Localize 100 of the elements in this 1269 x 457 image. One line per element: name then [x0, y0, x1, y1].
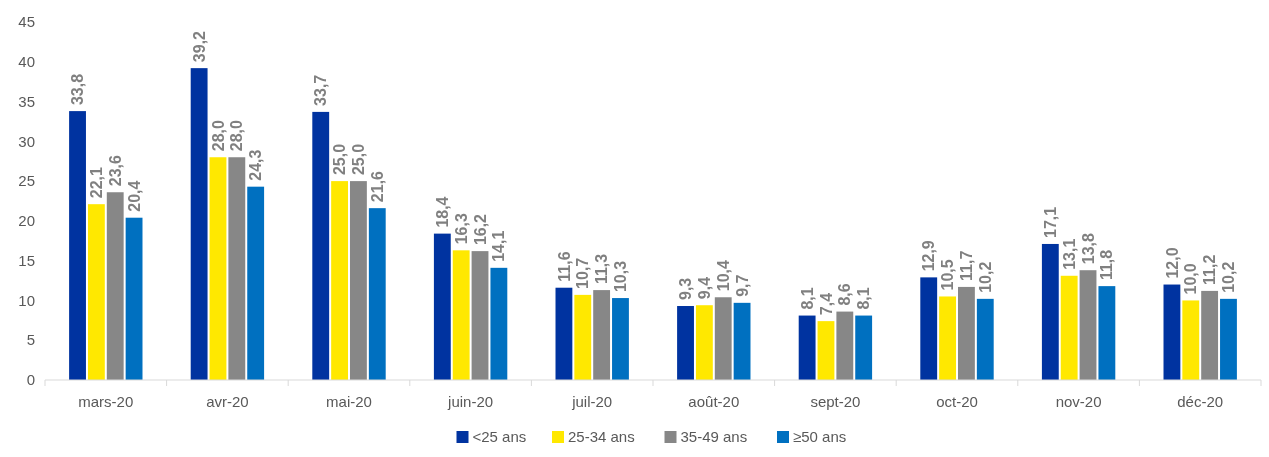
data-label: 12,9	[920, 240, 938, 272]
bar	[677, 306, 694, 380]
data-label: 10,5	[939, 259, 957, 291]
data-label: 10,3	[612, 260, 630, 293]
bar	[976, 298, 994, 380]
data-label: 25,0	[350, 143, 368, 176]
data-label: 33,7	[312, 74, 330, 106]
bar	[106, 192, 124, 380]
data-label: 14,1	[490, 230, 508, 262]
y-tick-label: 20	[18, 212, 35, 230]
data-label: 23,6	[106, 155, 124, 187]
bar	[433, 233, 451, 380]
bar	[331, 181, 348, 380]
legend-label: 35-49 ans	[680, 428, 748, 446]
data-label: 10,2	[976, 261, 994, 293]
bar	[1182, 300, 1200, 380]
y-tick-label: 35	[18, 92, 35, 110]
data-label: 9,7	[733, 274, 751, 297]
data-label: 21,6	[368, 170, 386, 203]
data-label: 25,0	[331, 143, 349, 176]
data-label: 18,4	[433, 196, 451, 228]
y-tick-label: 45	[18, 13, 35, 31]
data-label: 17,1	[1041, 206, 1059, 238]
bar	[574, 294, 592, 380]
x-tick-label: mars-20	[78, 393, 134, 410]
data-label: 8,1	[855, 287, 873, 310]
data-label: 39,2	[190, 30, 208, 63]
bar	[228, 157, 246, 380]
bar	[190, 68, 208, 380]
legend-label: <25 ans	[472, 428, 527, 446]
data-label: 11,3	[593, 253, 611, 285]
data-label: 10,2	[1220, 261, 1238, 293]
data-label: 13,8	[1079, 232, 1097, 265]
bar	[1041, 243, 1059, 380]
data-label: 28,0	[209, 120, 227, 152]
legend-label: ≥50 ans	[793, 428, 847, 446]
bar	[69, 111, 86, 380]
y-tick-label: 30	[18, 132, 35, 150]
bar	[1060, 275, 1078, 380]
data-label: 10,7	[574, 257, 592, 289]
bar	[452, 250, 470, 380]
bar	[1201, 290, 1219, 380]
data-label: 11,7	[958, 250, 976, 281]
data-label: 11,8	[1098, 249, 1116, 281]
legend-label: 25-34 ans	[568, 428, 635, 446]
data-label: 20,4	[125, 180, 143, 212]
bar	[247, 186, 265, 380]
data-label: 16,2	[471, 213, 489, 246]
bar	[1079, 270, 1097, 380]
bar	[958, 286, 975, 380]
bar	[920, 277, 938, 380]
data-label: 9,3	[677, 277, 695, 301]
bar	[350, 181, 367, 380]
data-label: 16,3	[452, 213, 470, 245]
bar	[1163, 284, 1181, 380]
data-label: 7,4	[817, 292, 835, 316]
x-tick-label: nov-20	[1055, 393, 1102, 410]
bar	[490, 267, 508, 380]
bar	[87, 204, 105, 380]
data-label: 33,8	[69, 73, 87, 106]
y-tick-label: 15	[18, 251, 35, 269]
x-tick-label: déc-20	[1177, 393, 1224, 410]
data-label: 9,4	[695, 276, 713, 300]
data-label: 28,0	[228, 120, 246, 152]
bar	[471, 251, 489, 380]
bar	[836, 311, 854, 380]
x-tick-label: août-20	[688, 393, 740, 410]
bar	[125, 217, 143, 380]
bar	[368, 208, 386, 380]
data-label: 12,0	[1163, 247, 1181, 279]
bar	[312, 111, 330, 380]
data-label: 22,1	[87, 166, 105, 199]
x-tick-label: avr-20	[206, 393, 249, 410]
data-label: 13,1	[1060, 238, 1078, 270]
bar	[939, 296, 956, 380]
data-label: 8,6	[836, 283, 854, 306]
bar	[209, 157, 227, 380]
x-tick-label: mai-20	[326, 393, 372, 410]
data-label: 8,1	[798, 287, 816, 310]
bar	[733, 302, 751, 380]
bar	[1220, 298, 1237, 380]
bar	[695, 305, 713, 380]
bar	[593, 290, 611, 380]
x-tick-label: sept-20	[810, 393, 861, 410]
bar	[798, 315, 816, 380]
bar	[612, 298, 629, 380]
bar	[714, 297, 732, 380]
bar	[1098, 286, 1116, 380]
x-tick-label: juil-20	[571, 393, 613, 410]
data-label: 11,6	[555, 251, 573, 282]
y-tick-label: 40	[18, 53, 35, 71]
x-tick-label: oct-20	[936, 393, 978, 410]
x-tick-label: juin-20	[447, 393, 494, 410]
bar	[817, 321, 835, 380]
y-tick-label: 10	[18, 291, 35, 309]
y-tick-label: 25	[18, 172, 35, 190]
data-label: 10,0	[1182, 263, 1200, 295]
data-label: 10,4	[714, 260, 732, 292]
bar	[855, 315, 873, 380]
y-tick-label: 5	[26, 331, 35, 349]
